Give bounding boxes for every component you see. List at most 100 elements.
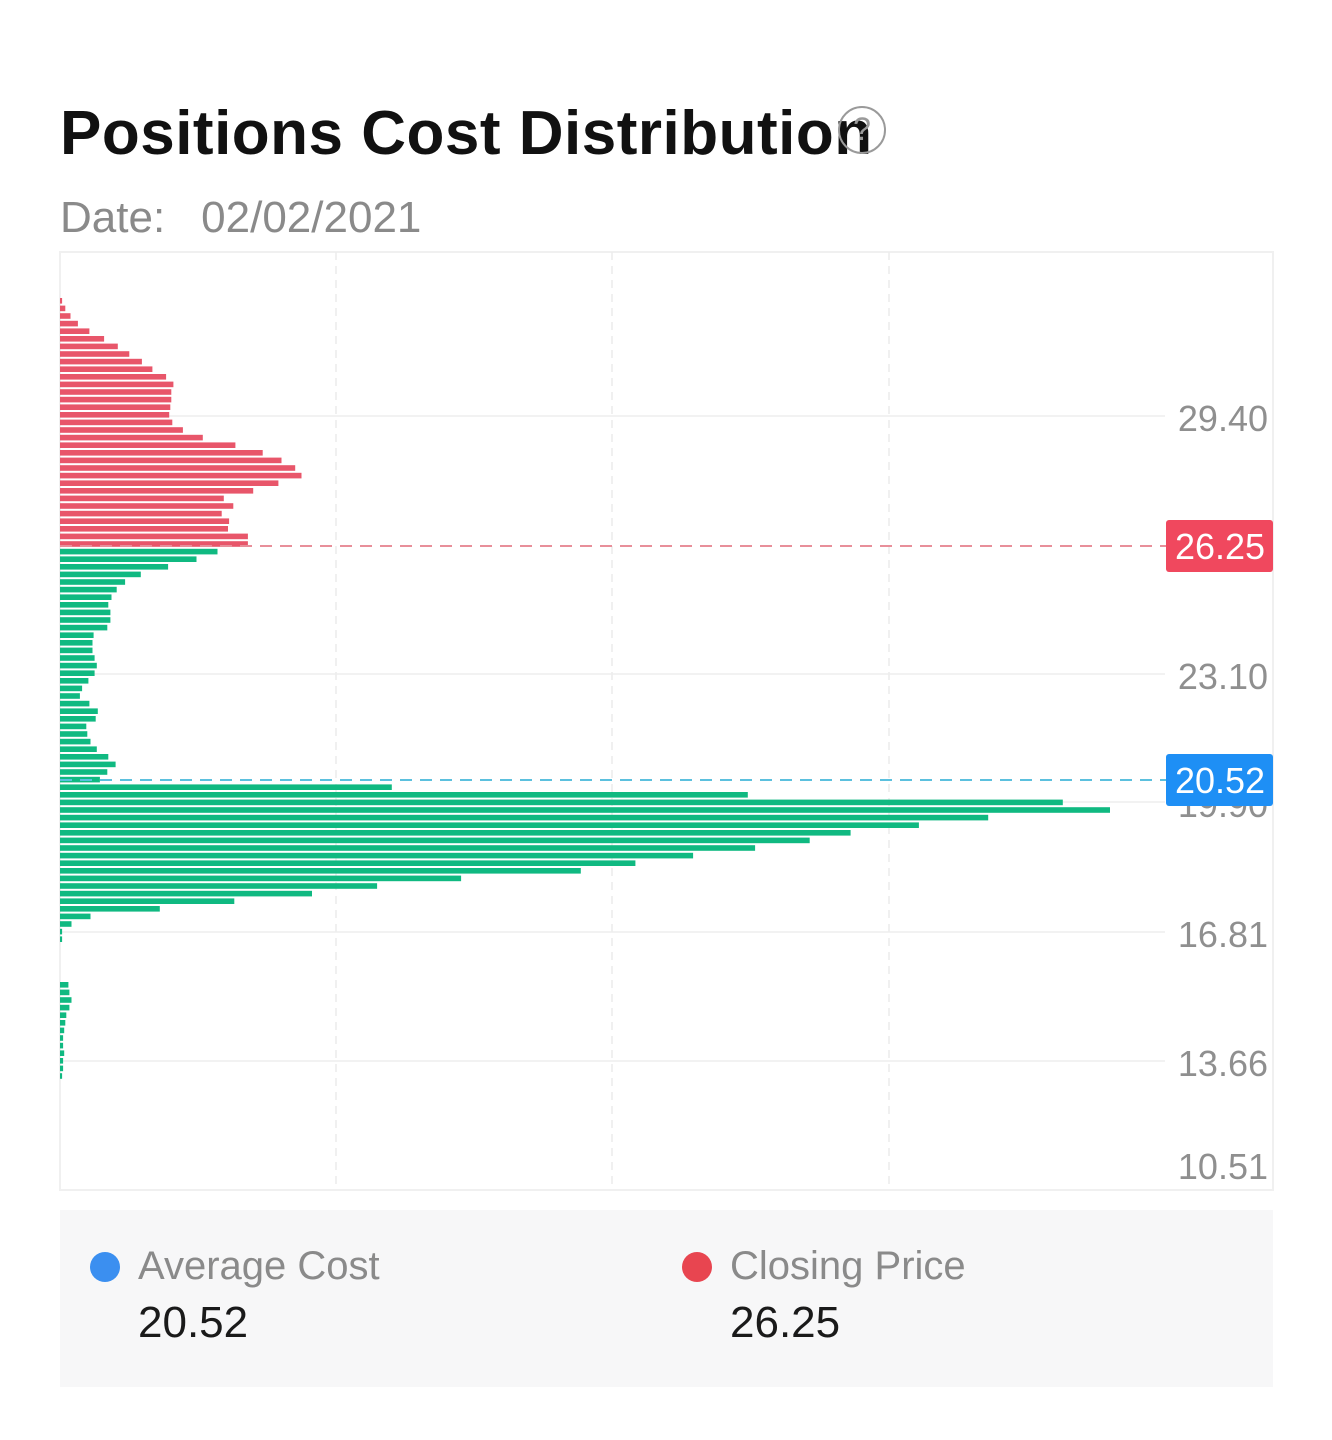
distribution-bar xyxy=(60,602,109,608)
distribution-bar xyxy=(60,716,96,722)
y-tick-label: 10.51 xyxy=(1178,1146,1268,1187)
distribution-bar xyxy=(60,564,169,570)
distribution-bar xyxy=(60,617,111,623)
distribution-bar xyxy=(60,746,97,752)
distribution-bar xyxy=(60,883,378,889)
distribution-bar xyxy=(60,313,71,319)
distribution-bar xyxy=(60,412,170,418)
average-cost-value: 20.52 xyxy=(138,1298,249,1347)
distribution-bar xyxy=(60,389,172,395)
distribution-bar xyxy=(60,830,851,836)
distribution-bar xyxy=(60,480,279,486)
distribution-bar xyxy=(60,700,90,707)
horizontal-gridlines xyxy=(60,415,1165,1062)
distribution-bar xyxy=(60,465,296,471)
distribution-bar xyxy=(60,594,112,600)
distribution-bar xyxy=(60,792,748,798)
distribution-bar xyxy=(60,776,100,783)
distribution-bar xyxy=(60,769,108,775)
legend-panel: Average Cost 20.52 Closing Price 26.25 xyxy=(60,1210,1273,1387)
distribution-bar xyxy=(60,678,89,684)
distribution-bar xyxy=(60,374,167,380)
distribution-bar xyxy=(60,457,282,464)
distribution-bar xyxy=(60,875,462,882)
distribution-bar xyxy=(60,784,392,790)
distribution-bar xyxy=(60,609,111,616)
distribution-bar xyxy=(60,989,70,996)
distribution-bar xyxy=(60,488,254,494)
page-title: Positions Cost Distribution xyxy=(60,99,873,168)
distribution-bar xyxy=(60,928,63,935)
distribution-bar xyxy=(60,662,97,669)
distribution-bar xyxy=(60,548,218,555)
distribution-bar xyxy=(60,495,224,502)
distribution-bar xyxy=(60,358,142,365)
y-tick-label: 29.40 xyxy=(1178,398,1268,439)
y-tick-label: 16.81 xyxy=(1178,914,1268,955)
distribution-bar xyxy=(60,343,118,350)
distribution-bar xyxy=(60,1058,64,1064)
marker-badge xyxy=(1166,754,1273,806)
distribution-bar xyxy=(60,1020,66,1026)
average-cost-dot xyxy=(90,1252,120,1282)
distribution-bar xyxy=(60,708,98,714)
marker-badge-label: 20.52 xyxy=(1175,760,1265,801)
distribution-bar xyxy=(60,754,109,760)
distribution-bar xyxy=(60,1065,64,1072)
distribution-bar xyxy=(60,1073,63,1079)
distribution-bar xyxy=(60,860,636,866)
question-circle-icon[interactable]: ? xyxy=(838,106,886,154)
distribution-bar xyxy=(60,450,263,456)
distribution-bar xyxy=(60,655,95,661)
distribution-bar xyxy=(60,419,173,426)
distribution-bar xyxy=(60,890,312,897)
distribution-bar xyxy=(60,427,183,433)
date-row: Date: 02/02/2021 xyxy=(60,190,421,246)
distribution-bar xyxy=(60,647,93,654)
distribution-bar xyxy=(60,799,1063,806)
distribution-bar xyxy=(60,510,222,517)
vertical-gridlines xyxy=(335,252,890,1190)
distribution-bar xyxy=(60,814,989,821)
distribution-bar xyxy=(60,305,66,312)
date-label: Date: xyxy=(60,193,166,242)
distribution-bar xyxy=(60,624,108,631)
price-markers: 26.25 20.52 xyxy=(60,520,1273,806)
distribution-bar xyxy=(60,738,91,745)
distribution-bar xyxy=(60,541,248,547)
distribution-bar xyxy=(60,670,95,676)
distribution-bar xyxy=(60,837,810,844)
distribution-bar xyxy=(60,404,171,410)
distribution-bar xyxy=(60,586,117,593)
distribution-bars xyxy=(60,298,1110,1079)
distribution-bar xyxy=(60,472,302,479)
distribution-bar xyxy=(60,1035,64,1041)
distribution-bar xyxy=(60,868,581,874)
distribution-bar xyxy=(60,906,160,912)
distribution-bar xyxy=(60,997,72,1003)
distribution-bar xyxy=(60,852,694,859)
distribution-bar xyxy=(60,434,203,441)
distribution-bar xyxy=(60,1004,70,1011)
distribution-bar xyxy=(60,526,228,532)
distribution-bar xyxy=(60,442,236,448)
average-cost-label: Average Cost xyxy=(138,1244,380,1288)
distribution-bar xyxy=(60,351,130,357)
distribution-bar xyxy=(60,366,153,372)
distribution-bar xyxy=(60,579,126,585)
distribution-bar xyxy=(60,1027,65,1034)
distribution-bar xyxy=(60,556,197,562)
distribution-bar xyxy=(60,761,116,768)
distribution-bar xyxy=(60,913,91,920)
distribution-bar xyxy=(60,381,174,388)
y-tick-label: 13.66 xyxy=(1178,1043,1268,1084)
distribution-bar xyxy=(60,320,78,327)
distribution-bar xyxy=(60,921,72,927)
marker-badge-label: 26.25 xyxy=(1175,526,1265,567)
distribution-bar xyxy=(60,640,93,646)
chart-frame xyxy=(59,251,1274,1191)
distribution-bar xyxy=(60,807,1110,813)
distribution-bar xyxy=(60,982,69,988)
distribution-bar xyxy=(60,1042,64,1049)
